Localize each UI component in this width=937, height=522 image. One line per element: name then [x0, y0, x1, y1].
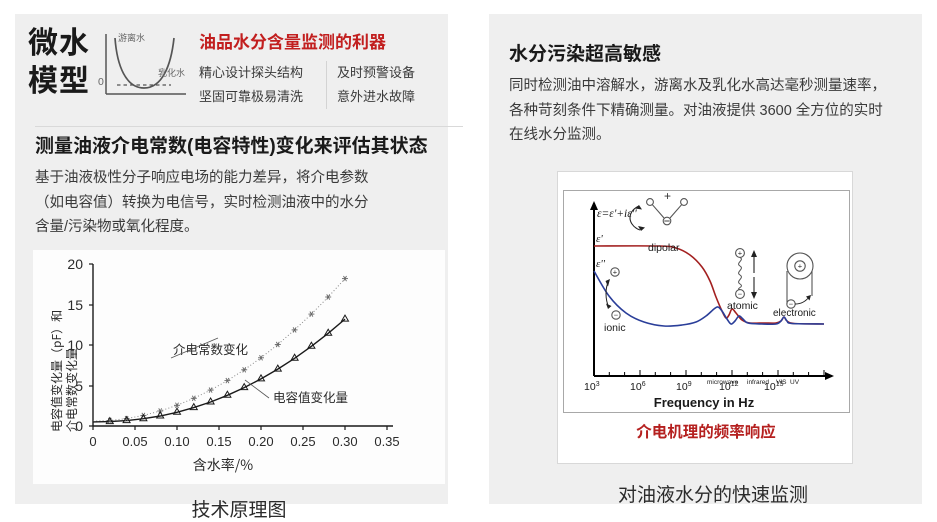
svg-text:109: 109: [676, 381, 692, 393]
svg-text:+: +: [798, 261, 803, 270]
svg-text:20: 20: [67, 256, 83, 272]
svg-text:−: −: [789, 299, 794, 308]
svg-text:ε'': ε'': [596, 258, 606, 270]
svg-text:UV: UV: [790, 379, 800, 386]
svg-text:含水率/%: 含水率/%: [193, 455, 253, 475]
svg-text:电容值变化量: 电容值变化量: [273, 387, 348, 406]
svg-text:−: −: [614, 310, 619, 319]
svg-text:15: 15: [67, 297, 83, 313]
svg-text:介电常数变化: 介电常数变化: [173, 339, 249, 358]
svg-text:−: −: [738, 289, 743, 298]
svg-text:游离水: 游离水: [118, 32, 145, 44]
svg-text:0: 0: [75, 418, 83, 434]
svg-text:dipolar: dipolar: [648, 242, 680, 254]
svg-text:0.20: 0.20: [248, 434, 273, 449]
svg-text:VIS: VIS: [776, 379, 787, 386]
svg-text:0.30: 0.30: [332, 434, 357, 449]
svg-text:+: +: [738, 248, 743, 257]
svg-text:ionic: ionic: [604, 322, 626, 334]
svg-text:0: 0: [98, 76, 104, 88]
svg-text:0.35: 0.35: [374, 434, 399, 449]
svg-text:Frequency in Hz: Frequency in Hz: [654, 395, 755, 410]
svg-text:+: +: [613, 267, 618, 276]
svg-text:ε': ε': [596, 233, 603, 245]
svg-text:0.10: 0.10: [164, 434, 189, 449]
svg-text:electronic: electronic: [773, 308, 816, 319]
svg-text:0.25: 0.25: [290, 434, 315, 449]
svg-text:atomic: atomic: [727, 300, 758, 312]
svg-text:103: 103: [584, 381, 600, 393]
svg-text:infrared: infrared: [747, 379, 769, 386]
svg-text:0.05: 0.05: [122, 434, 147, 449]
svg-text:乳化水: 乳化水: [158, 66, 185, 79]
svg-text:+: +: [664, 191, 671, 203]
svg-text:10: 10: [67, 337, 83, 353]
svg-text:5: 5: [75, 378, 83, 394]
svg-text:0: 0: [89, 434, 96, 449]
svg-text:0.15: 0.15: [206, 434, 231, 449]
svg-text:106: 106: [630, 381, 646, 393]
svg-text:microwave: microwave: [707, 379, 738, 386]
